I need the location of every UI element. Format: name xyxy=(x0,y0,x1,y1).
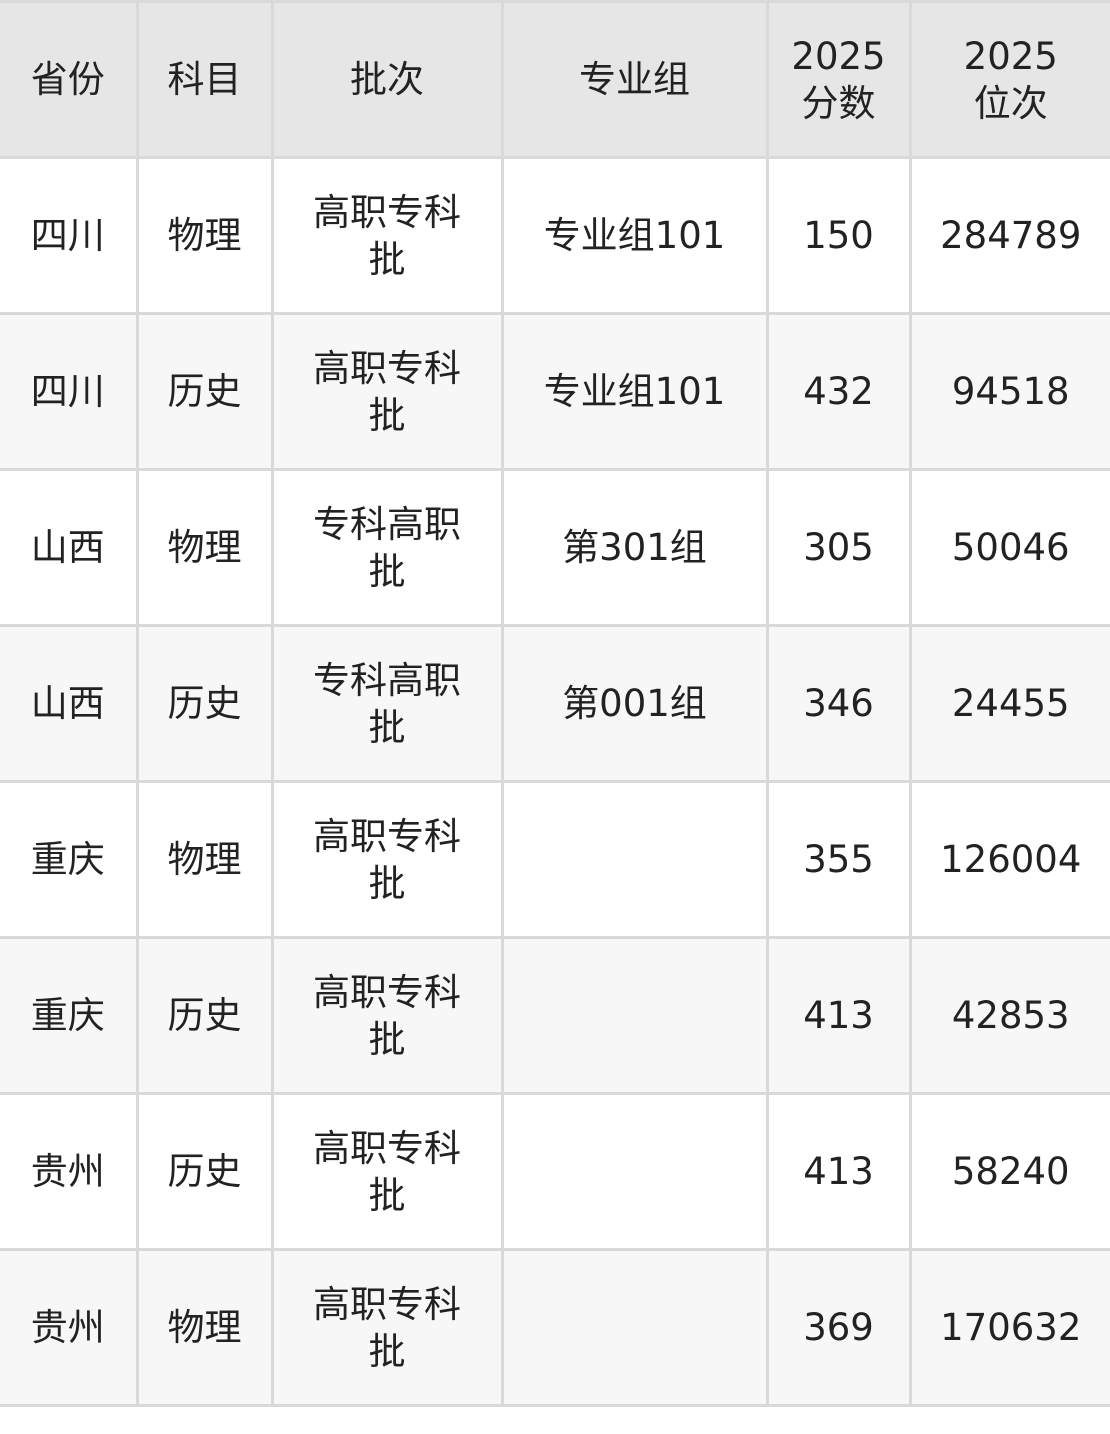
cell-score: 413 xyxy=(765,1092,912,1251)
cell-batch: 专科高职批 xyxy=(270,468,504,627)
cell-major-group: 专业组101 xyxy=(500,156,769,315)
cell-province: 四川 xyxy=(0,156,139,315)
header-label: 位次 xyxy=(973,81,1048,125)
cell-major-group xyxy=(500,1092,769,1251)
cell-score: 355 xyxy=(765,780,912,939)
table-row: 四川 历史 高职专科批 专业组101 432 94518 xyxy=(0,312,1110,471)
header-subject: 科目 xyxy=(135,0,274,159)
cell-rank: 170632 xyxy=(908,1248,1110,1407)
cell-subject: 物理 xyxy=(135,780,274,939)
cell-rank: 24455 xyxy=(908,624,1110,783)
cell-score: 346 xyxy=(765,624,912,783)
batch-text: 高职专科批 xyxy=(313,346,461,437)
cell-batch: 高职专科批 xyxy=(270,1248,504,1407)
cell-batch: 高职专科批 xyxy=(270,156,504,315)
cell-rank: 126004 xyxy=(908,780,1110,939)
batch-text: 高职专科批 xyxy=(313,1126,461,1217)
cell-subject: 历史 xyxy=(135,936,274,1095)
header-rank: 2025 位次 xyxy=(908,0,1110,159)
batch-text: 专科高职批 xyxy=(313,658,461,749)
cell-score: 305 xyxy=(765,468,912,627)
header-province: 省份 xyxy=(0,0,139,159)
cell-batch: 高职专科批 xyxy=(270,936,504,1095)
header-label: 分数 xyxy=(801,81,876,125)
cell-province: 贵州 xyxy=(0,1092,139,1251)
cell-major-group: 专业组101 xyxy=(500,312,769,471)
cell-batch: 专科高职批 xyxy=(270,624,504,783)
table-row: 贵州 物理 高职专科批 369 170632 xyxy=(0,1248,1110,1407)
cell-rank: 94518 xyxy=(908,312,1110,471)
cell-score: 150 xyxy=(765,156,912,315)
table-row: 山西 历史 专科高职批 第001组 346 24455 xyxy=(0,624,1110,783)
cell-province: 贵州 xyxy=(0,1248,139,1407)
cell-rank: 284789 xyxy=(908,156,1110,315)
cell-subject: 物理 xyxy=(135,156,274,315)
cell-rank: 42853 xyxy=(908,936,1110,1095)
cell-subject: 历史 xyxy=(135,1092,274,1251)
header-label-year: 2025 xyxy=(791,34,886,78)
batch-text: 高职专科批 xyxy=(313,190,461,281)
cell-batch: 高职专科批 xyxy=(270,312,504,471)
cell-province: 重庆 xyxy=(0,936,139,1095)
header-label-year: 2025 xyxy=(963,34,1058,78)
batch-text: 高职专科批 xyxy=(313,970,461,1061)
batch-text: 专科高职批 xyxy=(313,502,461,593)
cell-major-group: 第301组 xyxy=(500,468,769,627)
cell-major-group: 第001组 xyxy=(500,624,769,783)
cell-province: 四川 xyxy=(0,312,139,471)
table-row: 重庆 物理 高职专科批 355 126004 xyxy=(0,780,1110,939)
cell-subject: 物理 xyxy=(135,1248,274,1407)
cell-province: 山西 xyxy=(0,624,139,783)
batch-text: 高职专科批 xyxy=(313,814,461,905)
cell-score: 432 xyxy=(765,312,912,471)
cell-province: 山西 xyxy=(0,468,139,627)
table-row: 四川 物理 高职专科批 专业组101 150 284789 xyxy=(0,156,1110,315)
header-batch: 批次 xyxy=(270,0,504,159)
header-row: 省份 科目 批次 专业组 2025 分数 2025 位次 xyxy=(0,0,1110,159)
cell-province: 重庆 xyxy=(0,780,139,939)
header-major-group: 专业组 xyxy=(500,0,769,159)
cell-score: 413 xyxy=(765,936,912,1095)
cell-subject: 历史 xyxy=(135,624,274,783)
header-score: 2025 分数 xyxy=(765,0,912,159)
batch-text: 高职专科批 xyxy=(313,1282,461,1373)
cell-subject: 物理 xyxy=(135,468,274,627)
cell-major-group xyxy=(500,780,769,939)
cell-rank: 50046 xyxy=(908,468,1110,627)
cell-rank: 58240 xyxy=(908,1092,1110,1251)
header-label: 批次 xyxy=(350,58,424,101)
cell-subject: 历史 xyxy=(135,312,274,471)
cell-major-group xyxy=(500,936,769,1095)
header-label: 省份 xyxy=(30,58,105,101)
cell-major-group xyxy=(500,1248,769,1407)
cell-score: 369 xyxy=(765,1248,912,1407)
cell-batch: 高职专科批 xyxy=(270,1092,504,1251)
cell-batch: 高职专科批 xyxy=(270,780,504,939)
header-label: 专业组 xyxy=(579,58,690,101)
header-label: 科目 xyxy=(167,58,242,101)
table-row: 山西 物理 专科高职批 第301组 305 50046 xyxy=(0,468,1110,627)
table-row: 重庆 历史 高职专科批 413 42853 xyxy=(0,936,1110,1095)
table-row: 贵州 历史 高职专科批 413 58240 xyxy=(0,1092,1110,1251)
